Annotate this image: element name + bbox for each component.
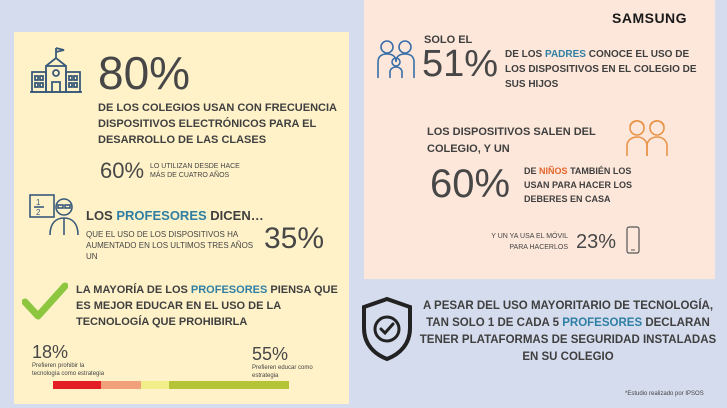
majority-highlight: PROFESORES	[190, 284, 268, 296]
parents-post: CONOCE EL USO DE LOS DISPOSITIVOS EN EL …	[505, 49, 697, 90]
checkmark-icon	[22, 280, 68, 322]
parents-pre: DE LOS	[505, 49, 543, 60]
prohibit-value: 18%	[32, 342, 69, 362]
majority-text: LA MAYORÍA DE LOS PROFESORES PIENSA QUE …	[76, 282, 338, 330]
teachers-title-highlight: PROFESORES	[116, 208, 207, 223]
prohibit-text: Prefieren prohibir la tecnología como es…	[32, 363, 105, 377]
parents-solo: SOLO EL	[424, 34, 473, 46]
stat-four-years-text: LO UTILIZAN DESDE HACE MÁS DE CUATRO AÑO…	[150, 163, 240, 179]
kids-pre: DE	[524, 166, 537, 176]
majority-pre: LA MAYORÍA DE LOS	[76, 284, 188, 296]
svg-text:1: 1	[36, 198, 41, 207]
educate-text: Prefieren educar como estrategia	[252, 365, 313, 379]
security-text: A PESAR DEL USO MAYORITARIO DE TECNOLOGÍ…	[418, 298, 718, 366]
stat-schools-value: 80%	[98, 47, 191, 99]
security-pre: A PESAR DEL USO MAYORITARIO DE TECNOLOGÍ…	[422, 300, 714, 329]
stat-four-years-value: 60%	[100, 158, 145, 183]
scale-segment-low	[101, 381, 141, 389]
teachers-title: LOS PROFESORES DICEN…	[86, 208, 264, 223]
family-icon	[376, 38, 416, 80]
school-building-icon	[28, 46, 84, 96]
security-panel	[350, 279, 727, 408]
devices-text: LOS DISPOSITIVOS SALEN DEL COLEGIO, Y UN	[427, 126, 596, 155]
parents-panel	[364, 0, 715, 279]
teachers-text: QUE EL USO DE LOS DISPOSITIVOS HA AUMENT…	[86, 230, 254, 261]
children-icon	[624, 116, 670, 158]
kids-post: TAMBIÉN LOS USAN PARA HACER LOS DEBERES …	[524, 166, 633, 204]
scale-segment-educate	[169, 381, 289, 389]
stat-schools-text: DE LOS COLEGIOS USAN CON FRECUENCIA DISP…	[98, 102, 337, 146]
kids-text: DE NIÑOS TAMBIÉN LOS USAN PARA HACER LOS…	[524, 164, 634, 206]
schools-panel	[14, 32, 349, 404]
teacher-icon: 1 2	[28, 191, 80, 237]
mobile-phone-icon	[626, 226, 640, 254]
security-shield-icon	[360, 296, 414, 362]
scale-segment-mid	[141, 381, 169, 389]
educate-value: 55%	[252, 344, 289, 364]
teachers-value: 35%	[264, 222, 325, 255]
footnote: *Estudio realizado por IPSOS	[625, 391, 704, 397]
svg-text:2: 2	[36, 208, 41, 217]
teachers-title-post: DICEN…	[210, 208, 264, 223]
opinion-scale-bar	[53, 381, 289, 389]
parents-value: 51%	[422, 43, 499, 85]
brand-logo: SAMSUNG	[612, 10, 688, 26]
kids-highlight: NIÑOS	[539, 166, 568, 176]
security-highlight: PROFESORES	[562, 317, 643, 329]
teachers-title-pre: LOS	[86, 208, 113, 223]
kids-value: 60%	[430, 162, 511, 206]
scale-segment-prohibit	[53, 381, 101, 389]
mobile-value: 23%	[576, 231, 617, 253]
security-post: DECLARAN TENER PLATAFORMAS DE SEGURIDAD …	[419, 317, 717, 363]
parents-text: DE LOS PADRES CONOCE EL USO DE LOS DISPO…	[505, 47, 705, 92]
mobile-text: Y UN YA USA EL MÓVIL PARA HACERLOS	[491, 233, 568, 251]
parents-highlight: PADRES	[545, 49, 586, 60]
majority-post: PIENSA QUE ES MEJOR EDUCAR EN EL USO DE …	[76, 284, 338, 328]
